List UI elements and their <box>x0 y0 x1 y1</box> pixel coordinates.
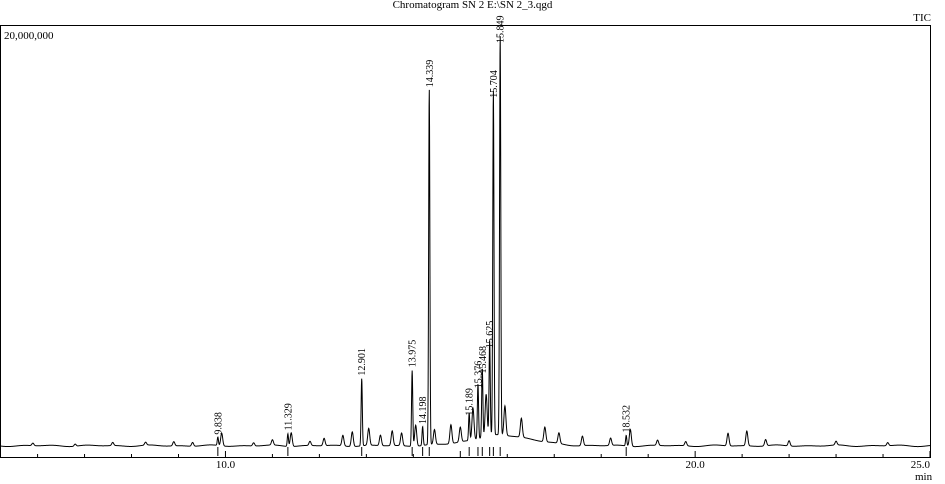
peak-labels: 9.838 11.329 12.901 13.975 14.198 14.339 15.18… <box>213 16 632 435</box>
peak-label: 14.339 <box>425 60 436 88</box>
peak-label: 15.704 <box>489 70 500 98</box>
peak-label: 14.198 <box>418 397 429 425</box>
chart-title: Chromatogram SN 2 E:\SN 2_3.qgd <box>392 0 553 11</box>
x-tick-label: 25.0 <box>911 459 931 471</box>
x-axis-unit: min <box>915 471 933 483</box>
peak-label: 18.532 <box>622 405 633 433</box>
peak-label: 15.376 <box>473 361 484 389</box>
peak-label: 15.625 <box>485 321 496 349</box>
peak-label: 13.975 <box>408 340 419 368</box>
plot-frame <box>0 25 931 458</box>
y-max-label: 20,000,000 <box>4 30 54 42</box>
peak-label: 9.838 <box>213 412 224 435</box>
peak-markers <box>217 447 627 456</box>
x-tick-label: 20.0 <box>686 459 706 471</box>
tic-trace <box>0 36 931 448</box>
peak-label: 12.901 <box>357 348 368 376</box>
x-axis-ticks: 10.0 20.0 25.0 <box>37 451 931 471</box>
peak-label: 11.329 <box>283 403 294 430</box>
peak-label: 15.189 <box>465 388 476 416</box>
peak-label: 15.849 <box>496 16 507 44</box>
x-tick-label: 10.0 <box>216 459 236 471</box>
peak-label: 15.468 <box>478 346 489 374</box>
signal-label: TIC <box>913 12 931 24</box>
